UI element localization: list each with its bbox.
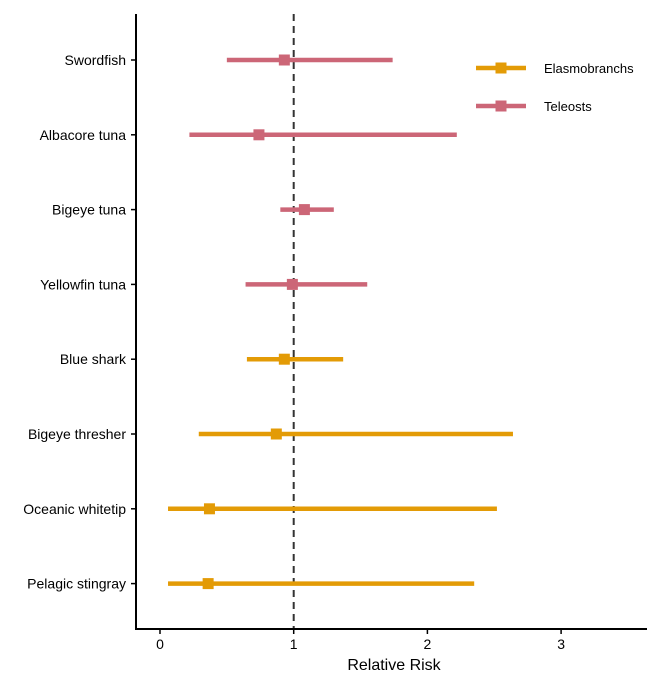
legend-marker-teleosts [495,100,507,112]
legend: Elasmobranchs Teleosts [476,61,634,114]
estimate-marker-blue-shark [278,353,290,365]
estimate-marker-swordfish [278,54,290,66]
estimate-marker-yellowfin-tuna [286,278,298,290]
x-tick-label-2: 2 [424,636,432,652]
x-tick-labels: 0 1 2 3 [156,629,565,652]
legend-label-teleosts: Teleosts [544,99,592,114]
estimate-marker-oceanic-whitetip [203,503,215,515]
category-label-pelagic-stingray: Pelagic stingray [27,576,126,592]
category-label-albacore-tuna: Albacore tuna [40,127,127,143]
interval-layer [168,54,513,590]
legend-marker-elasmobranchs [495,62,507,74]
x-axis-title: Relative Risk [347,657,441,674]
estimate-marker-bigeye-thresher [270,428,282,440]
category-label-bigeye-thresher: Bigeye thresher [28,426,126,442]
x-tick-label-3: 3 [557,636,565,652]
category-label-oceanic-whitetip: Oceanic whitetip [23,501,126,517]
estimate-marker-pelagic-stingray [202,578,214,590]
category-label-yellowfin-tuna: Yellowfin tuna [40,276,126,292]
x-tick-label-0: 0 [156,636,164,652]
category-labels: Swordfish Albacore tuna Bigeye tuna Yellowf… [23,52,136,592]
category-label-blue-shark: Blue shark [60,351,127,367]
estimate-marker-albacore-tuna [253,129,265,141]
estimate-marker-bigeye-tuna [298,204,310,216]
category-label-swordfish: Swordfish [65,52,126,68]
category-label-bigeye-tuna: Bigeye tuna [52,202,126,218]
legend-label-elasmobranchs: Elasmobranchs [544,61,634,76]
x-tick-label-1: 1 [290,636,298,652]
